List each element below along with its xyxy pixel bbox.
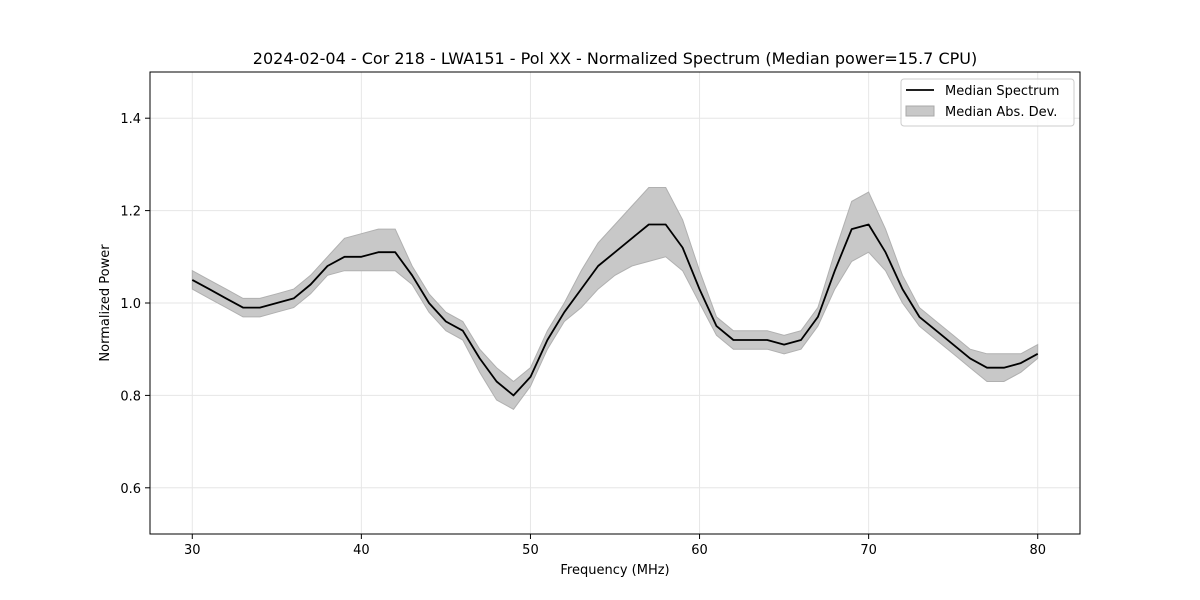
x-tick-label: 40	[353, 543, 370, 558]
x-tick-label: 70	[860, 543, 877, 558]
x-axis: 30 40 50 60 70 80	[184, 534, 1046, 558]
x-tick-label: 60	[691, 543, 708, 558]
y-axis-label: Normalized Power	[98, 244, 113, 362]
y-tick-label: 0.8	[120, 389, 141, 404]
legend-box	[900, 78, 1075, 127]
y-tick-label: 1.0	[120, 297, 141, 312]
x-axis-label: Frequency (MHz)	[560, 563, 669, 578]
legend-median-label: Median Spectrum	[945, 84, 1059, 99]
x-tick-label: 80	[1029, 543, 1046, 558]
legend-mad-swatch	[905, 105, 935, 117]
legend: Median Spectrum Median Abs. Dev.	[900, 78, 1075, 127]
y-tick-label: 0.6	[120, 482, 141, 497]
median-line-layer	[191, 223, 1039, 397]
legend-mad-label: Median Abs. Dev.	[945, 105, 1057, 120]
y-axis: 0.6 0.8 1.0 1.2 1.4	[120, 112, 150, 497]
y-tick-label: 1.4	[120, 112, 141, 127]
median-spectrum-line	[191, 223, 1039, 397]
y-tick-label: 1.2	[120, 205, 141, 220]
chart-title: 2024-02-04 - Cor 218 - LWA151 - Pol XX -…	[253, 49, 977, 68]
mad-band	[191, 187, 1039, 410]
x-tick-label: 50	[522, 543, 539, 558]
mad-band-layer	[191, 187, 1039, 410]
x-tick-label: 30	[184, 543, 201, 558]
